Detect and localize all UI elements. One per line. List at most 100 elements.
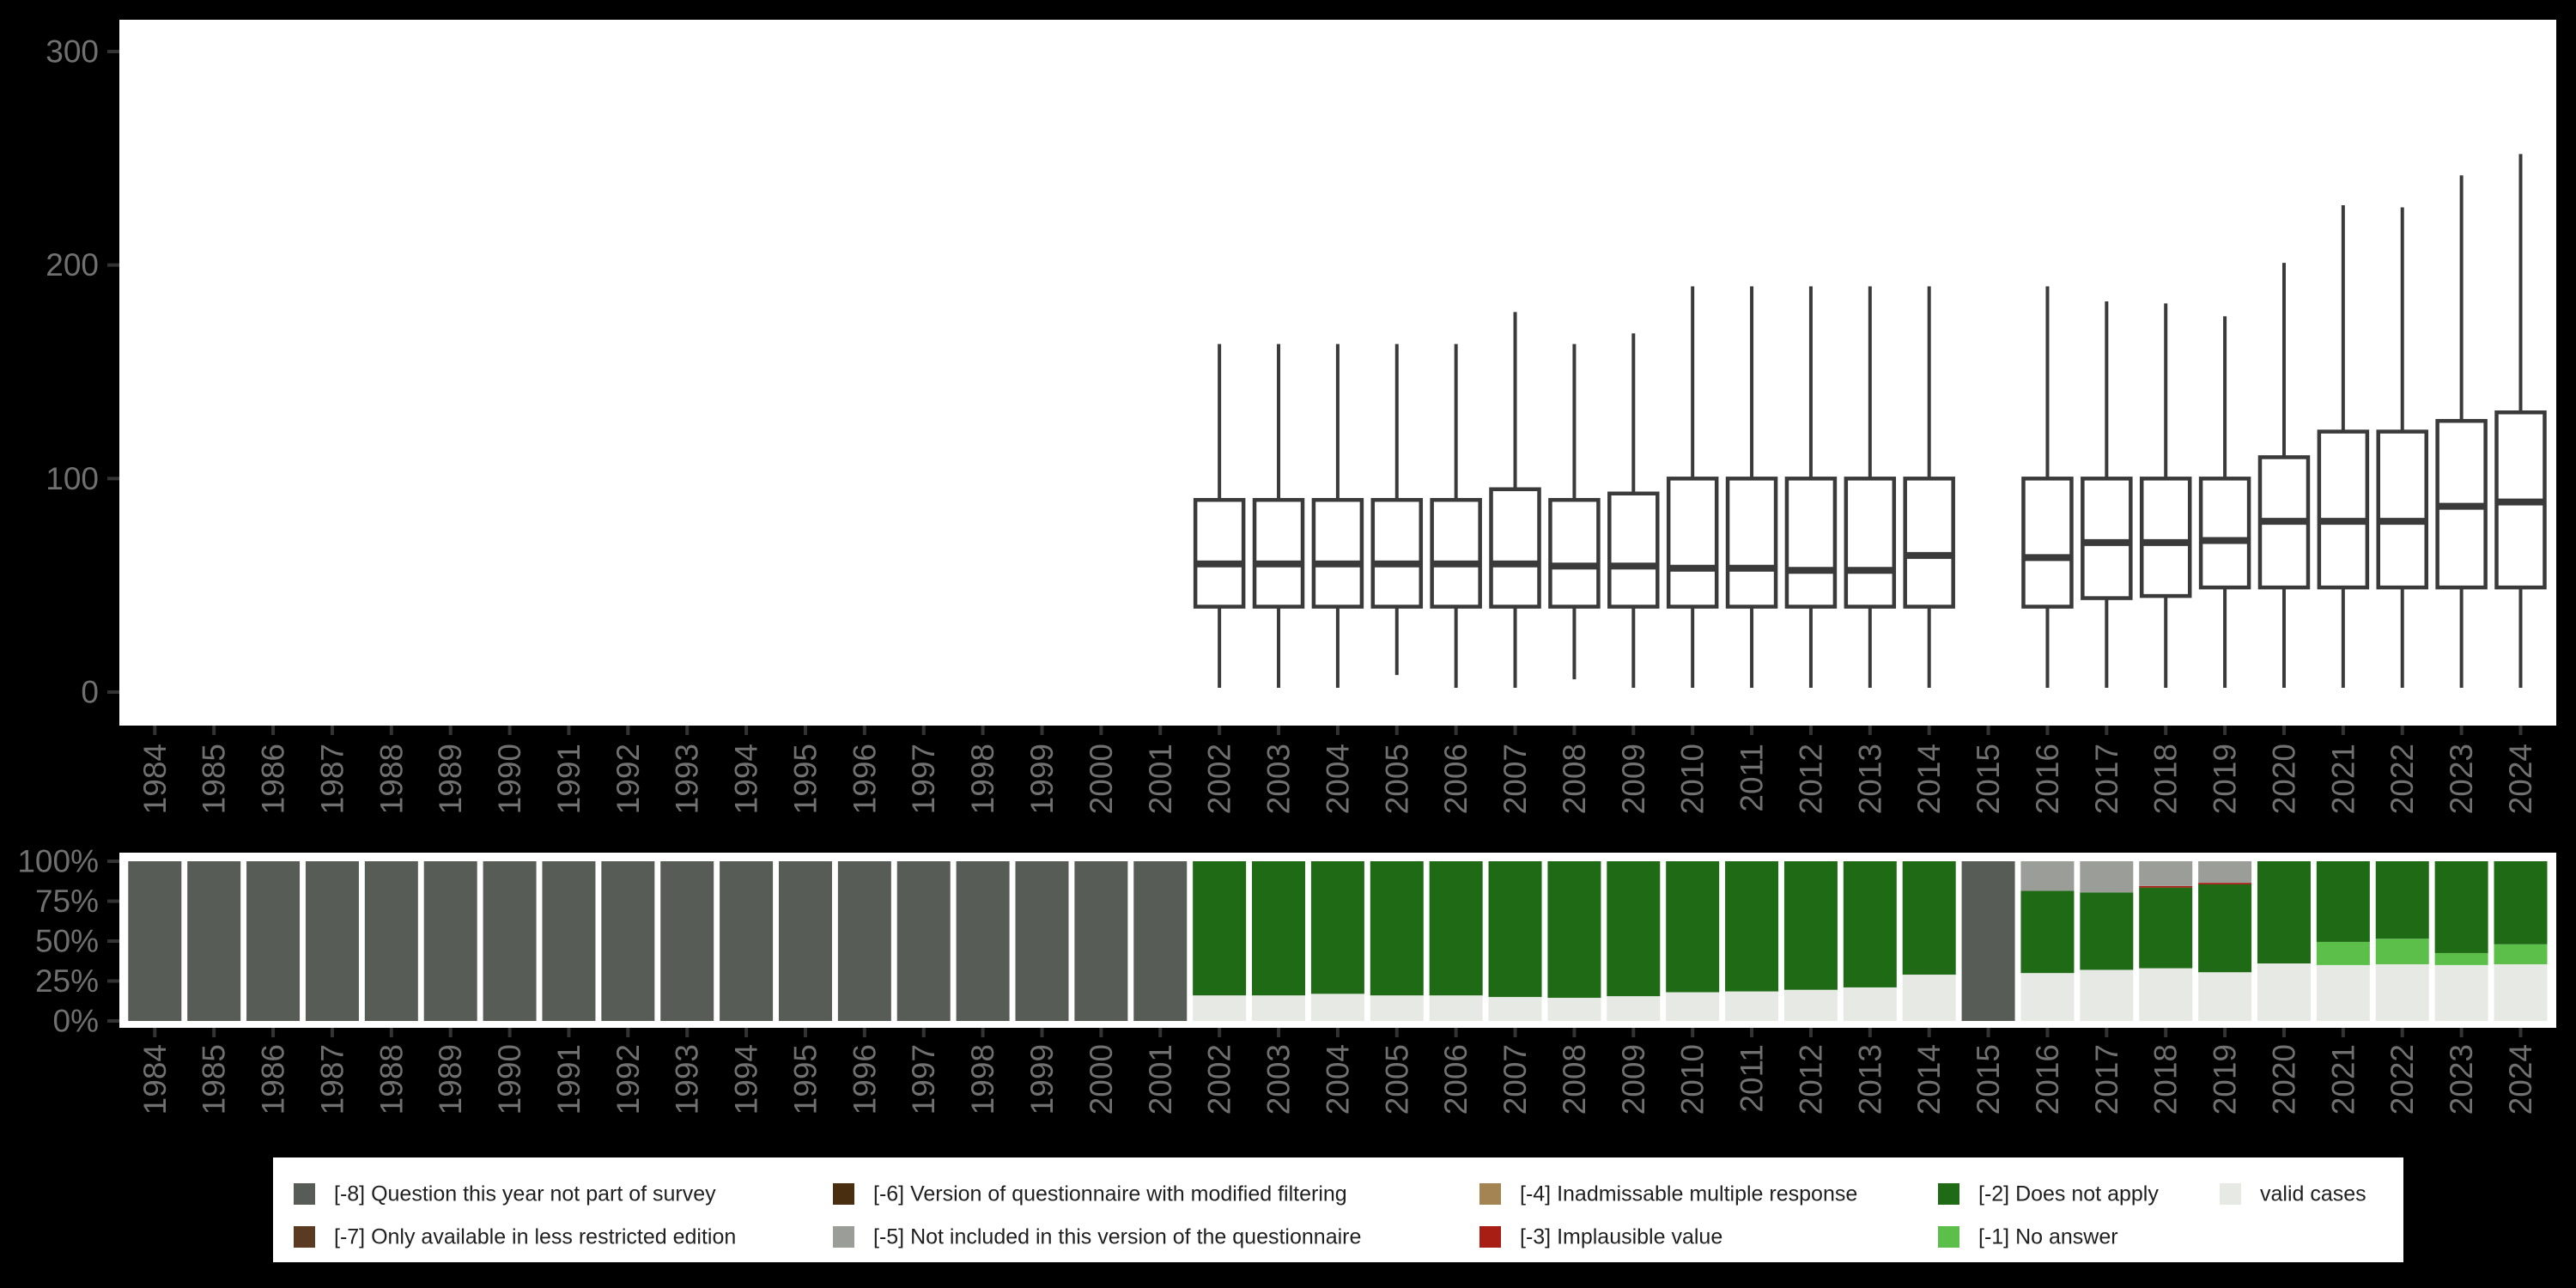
bar-segment-2002--2: [1193, 861, 1247, 996]
bar-year-label: 1993: [670, 1044, 705, 1115]
bar-segment-1995--8: [778, 861, 832, 1021]
bar-year-label: 2011: [1735, 1044, 1770, 1113]
bar-segment-1992--8: [601, 861, 655, 1021]
bar-segment-2011--2: [1725, 861, 1779, 992]
bar-segment-2024--1: [2494, 944, 2548, 964]
bar-year-label: 2001: [1143, 1044, 1178, 1115]
bar-segment-2017--2: [2080, 892, 2134, 970]
boxplot-year-label: 2006: [1438, 744, 1473, 814]
legend-swatch--6: [833, 1183, 854, 1205]
boxplot-year-label: 2016: [2030, 744, 2065, 814]
bar-year-label: 1986: [256, 1044, 291, 1115]
bar-segment-2007-valid: [1488, 997, 1542, 1021]
bar-segment-2021--2: [2316, 861, 2370, 942]
bar-segment-2005-valid: [1370, 995, 1424, 1021]
boxplot-year-label: 1995: [787, 744, 823, 814]
bar-segment-2010-valid: [1666, 992, 1720, 1021]
bar-segment-2019--2: [2198, 884, 2252, 973]
bar-year-label: 1994: [729, 1044, 764, 1115]
bar-segment-2018--2: [2139, 887, 2193, 969]
bar-segment-1997--8: [896, 861, 951, 1021]
bar-segment-2001--8: [1133, 861, 1188, 1021]
bar-segment-1991--8: [542, 861, 596, 1021]
boxplot-y-tick-label: 200: [46, 247, 99, 283]
bar-segment-2016-valid: [2020, 973, 2075, 1021]
boxplot-year-label: 2003: [1261, 744, 1297, 814]
bar-segment-2006-valid: [1429, 995, 1483, 1021]
box-2005: [1370, 497, 1424, 609]
boxplot-year-label: 2004: [1320, 744, 1355, 814]
box-2011: [1725, 477, 1778, 609]
bar-year-label: 2021: [2325, 1044, 2360, 1115]
boxplot-year-label: 1984: [137, 744, 173, 814]
bar-year-label: 1984: [137, 1044, 173, 1115]
bar-segment-2008--2: [1547, 861, 1601, 999]
boxplot-year-label: 2015: [1971, 744, 2006, 814]
boxplot-y-tick-label: 0: [81, 675, 99, 710]
bar-segment-2008-valid: [1547, 998, 1601, 1021]
bar-segment-2003--2: [1252, 861, 1306, 996]
bar-year-label: 2015: [1971, 1044, 2006, 1115]
boxplot-year-label: 2020: [2266, 744, 2301, 814]
bar-segment-2007--2: [1488, 861, 1542, 998]
boxplot-year-label: 2019: [2208, 744, 2243, 814]
box-2018: [2139, 477, 2192, 598]
bar-segment-2004--2: [1310, 861, 1364, 994]
bar-year-label: 2024: [2503, 1044, 2538, 1115]
legend-label--7: [-7] Only available in less restricted e…: [334, 1225, 736, 1249]
bar-segment-2024-valid: [2494, 963, 2548, 1021]
bar-y-tick-label: 75%: [35, 884, 99, 919]
boxplot-year-label: 2010: [1675, 744, 1710, 814]
bar-segment-2021-valid: [2316, 964, 2370, 1021]
bar-year-label: 2009: [1616, 1044, 1651, 1115]
boxplot-year-label: 1986: [256, 744, 291, 814]
boxplot-year-label: 1996: [847, 744, 882, 814]
bar-segment-2013-valid: [1843, 987, 1897, 1021]
bar-segment-1989--8: [423, 861, 477, 1021]
legend-swatch--3: [1479, 1226, 1501, 1248]
boxplot-year-label: 2013: [1852, 744, 1887, 814]
box-2012: [1784, 477, 1838, 609]
boxplot-y-tick-label: 100: [46, 461, 99, 496]
bar-segment-2010--2: [1666, 861, 1720, 993]
bar-segment-1996--8: [837, 861, 891, 1021]
bar-segment-2018-valid: [2139, 968, 2193, 1021]
bar-segment-2017-valid: [2080, 969, 2134, 1021]
bar-segment-2011-valid: [1725, 991, 1779, 1021]
bar-segment-2020--2: [2257, 861, 2311, 964]
bar-year-label: 1985: [197, 1044, 232, 1115]
legend-swatch--7: [294, 1226, 315, 1248]
bar-segment-2020-valid: [2257, 963, 2311, 1021]
legend-label--2: [-2] Does not apply: [1978, 1182, 2159, 1206]
box-2004: [1311, 497, 1364, 609]
bar-segment-2022-valid: [2375, 963, 2429, 1021]
bar-year-label: 1998: [965, 1044, 1000, 1115]
bar-segment-2018--3: [2139, 885, 2193, 888]
bar-segment-2014--2: [1902, 861, 1956, 975]
bar-year-label: 2007: [1498, 1044, 1533, 1115]
bar-year-label: 1995: [787, 1044, 823, 1115]
boxplot-year-label: 1999: [1024, 744, 1060, 814]
box-2021: [2317, 429, 2370, 590]
boxplot-year-label: 2002: [1202, 744, 1237, 814]
bar-year-label: 2000: [1084, 1044, 1119, 1115]
box-2007: [1489, 487, 1541, 609]
box-2016: [2021, 477, 2074, 609]
box-2009: [1607, 491, 1660, 609]
bar-year-label: 2016: [2030, 1044, 2065, 1115]
bar-year-label: 2020: [2266, 1044, 2301, 1115]
boxplot-year-label: 1991: [551, 744, 586, 814]
bar-segment-2013--2: [1843, 861, 1897, 987]
boxplot-year-label: 2022: [2385, 744, 2420, 814]
bar-segment-1987--8: [305, 861, 359, 1021]
bar-year-label: 1989: [433, 1044, 468, 1115]
bar-segment-2023--1: [2434, 952, 2488, 965]
boxplot-year-label: 2021: [2325, 744, 2360, 814]
bar-segment-2000--8: [1074, 861, 1128, 1021]
bar-segment-2023-valid: [2434, 964, 2488, 1021]
legend-label--4: [-4] Inadmissable multiple response: [1520, 1182, 1857, 1206]
boxplot-year-label: 1992: [611, 744, 646, 814]
bar-segment-2021--1: [2316, 941, 2370, 965]
bar-segment-2023--2: [2434, 861, 2488, 953]
